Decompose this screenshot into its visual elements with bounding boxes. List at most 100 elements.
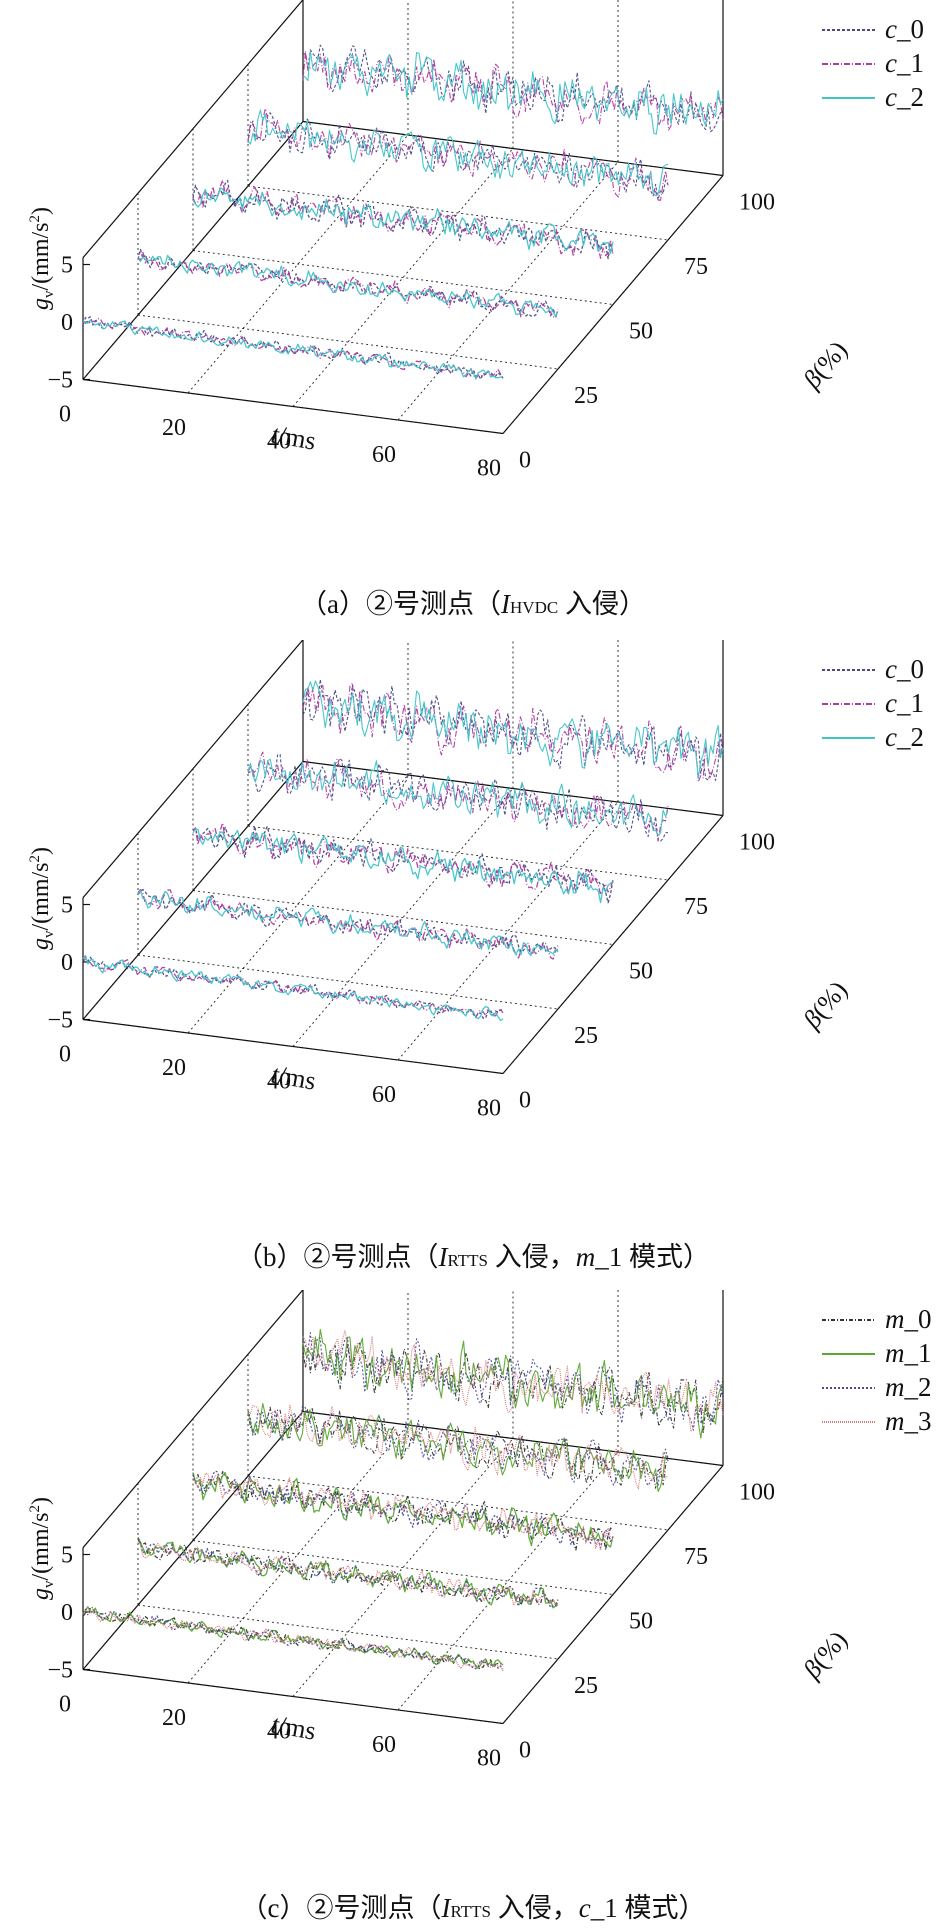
- x-tick-label: 60: [372, 1082, 396, 1108]
- x-tick-label: 40: [267, 429, 291, 455]
- trace-m_1-beta-25: [137, 1536, 559, 1609]
- trace-m_3-beta-100: [302, 1329, 724, 1433]
- legend-label: m_2: [885, 1372, 932, 1402]
- floor-gridline-beta: [192, 1540, 614, 1595]
- z-tick-label: 0: [519, 448, 531, 474]
- trace-m_0-beta-50: [192, 1471, 614, 1551]
- trace-c_2-beta-25: [137, 889, 559, 957]
- trace-m_3-beta-50: [192, 1472, 613, 1551]
- caption-c-var2: c: [578, 1893, 591, 1923]
- floor-gridline-t: [187, 774, 409, 1034]
- z-tick-label: 0: [519, 1738, 531, 1764]
- floor-gridline-t: [292, 788, 514, 1047]
- x-tick-label: 80: [477, 456, 501, 482]
- trace-m_2-beta-0: [82, 1608, 504, 1670]
- z-axis-line: [502, 815, 724, 1074]
- x-axis-line: [82, 378, 504, 435]
- trace-c_0-beta-50: [192, 179, 614, 260]
- trace-c_0-beta-75: [247, 753, 669, 842]
- trace-c_2-beta-100: [302, 680, 724, 780]
- z-tick-label: 50: [629, 319, 653, 345]
- trace-m_2-beta-100: [302, 1332, 724, 1431]
- trace-m_0-beta-100: [302, 1342, 724, 1435]
- trace-m_2-beta-50: [192, 1470, 614, 1549]
- legend-label: c_1: [885, 48, 924, 78]
- y-tick-label: −5: [47, 1008, 73, 1034]
- y-tick-label: −5: [47, 1658, 73, 1684]
- z-axis-line: [502, 175, 724, 434]
- legend-label: c_0: [885, 14, 924, 44]
- x-tick-label: 40: [267, 1719, 291, 1745]
- caption-a-sub: HVDC: [510, 598, 559, 617]
- y-tick-label: 0: [61, 950, 73, 976]
- trace-c_0-beta-50: [192, 825, 614, 904]
- y-tick-label: 0: [61, 310, 73, 336]
- trace-c_1-beta-100: [302, 50, 724, 131]
- legend-label: c_1: [885, 688, 924, 718]
- chart-panel-a: 5 0 −5 0 20 40 60 80 0 25 50 75 100 gv/(mm/s2) t/ms β(%…: [0, 0, 946, 635]
- floor-gridline-t: [292, 1438, 514, 1697]
- trace-m_2-beta-25: [137, 1537, 559, 1609]
- trace-m_3-beta-0: [82, 1608, 504, 1672]
- floor-gridline-t: [187, 134, 409, 394]
- floor-gridline-t: [397, 801, 619, 1061]
- trace-m_1-beta-100: [302, 1328, 724, 1439]
- caption-b-sub: RTTS: [447, 1251, 489, 1270]
- floor-gridline-beta: [192, 250, 614, 305]
- legend-label: c_2: [885, 722, 924, 752]
- floor-gridline-beta: [192, 890, 614, 945]
- floor-left-edge: [82, 1411, 304, 1670]
- floor-gridline-beta: [137, 314, 559, 370]
- floor-gridline-t: [187, 1424, 409, 1684]
- trace-c_1-beta-75: [247, 108, 669, 201]
- floor-left-edge: [82, 761, 304, 1020]
- floor-left-edge: [82, 121, 304, 380]
- chart-panel-b: 5 0 −5 0 20 40 60 80 0 25 50 75 100 gv/(mm/s2) t/ms β(%…: [0, 640, 946, 1280]
- caption-c: （c）②号测点（IRTTS 入侵，c_1 模式）: [0, 1886, 946, 1925]
- trace-c_2-beta-25: [137, 254, 559, 317]
- caption-a-prefix: （a）②号测点（: [300, 589, 502, 619]
- y-tick-label: 0: [61, 1600, 73, 1626]
- left-wall-top-edge: [82, 1290, 304, 1549]
- z-axis-label: β(%): [797, 1625, 853, 1684]
- z-tick-label: 25: [574, 1023, 598, 1049]
- legend-label: m_1: [885, 1338, 932, 1368]
- x-tick-label: 60: [372, 1732, 396, 1758]
- trace-c_2-beta-0: [82, 954, 504, 1022]
- x-tick-label: 0: [59, 1692, 71, 1718]
- caption-c-sub: RTTS: [450, 1902, 492, 1921]
- floor-gridline-t: [292, 148, 514, 407]
- trace-c_2-beta-75: [247, 109, 669, 197]
- trace-c_2-beta-75: [247, 758, 669, 836]
- x-axis-line: [82, 1018, 504, 1075]
- x-tick-label: 0: [59, 1042, 71, 1068]
- chart-panel-c: 5 0 −5 0 20 40 60 80 0 25 50 75 100 gv/(mm/s2) t/ms β(%…: [0, 1290, 946, 1931]
- trace-c_0-beta-100: [302, 678, 724, 781]
- trace-m_3-beta-25: [137, 1541, 559, 1607]
- trace-m_1-beta-50: [192, 1471, 614, 1548]
- floor-gridline-beta: [247, 185, 669, 241]
- z-tick-label: 25: [574, 383, 598, 409]
- z-axis-line: [502, 1465, 724, 1724]
- trace-c_1-beta-75: [247, 751, 669, 842]
- y-axis-label: gv/(mm/s2): [27, 1497, 57, 1600]
- y-tick-label: 5: [61, 253, 73, 279]
- caption-c-suffix: 入侵，: [491, 1893, 579, 1923]
- trace-c_2-beta-0: [82, 319, 504, 380]
- caption-b-var2: m: [575, 1242, 596, 1272]
- x-tick-label: 20: [162, 1055, 186, 1081]
- z-tick-label: 75: [684, 254, 708, 280]
- x-axis-label: t/ms: [269, 419, 318, 455]
- trace-c_0-beta-75: [247, 112, 669, 201]
- z-tick-label: 50: [629, 1609, 653, 1635]
- y-tick-label: 5: [61, 1543, 73, 1569]
- trace-c_2-beta-50: [192, 828, 614, 904]
- caption-a: （a）②号测点（IHVDC 入侵）: [0, 582, 946, 621]
- floor-back-edge: [302, 120, 724, 177]
- x-tick-label: 20: [162, 415, 186, 441]
- trace-c_1-beta-50: [192, 179, 614, 259]
- x-tick-label: 80: [477, 1746, 501, 1772]
- caption-b-var: I: [438, 1242, 448, 1272]
